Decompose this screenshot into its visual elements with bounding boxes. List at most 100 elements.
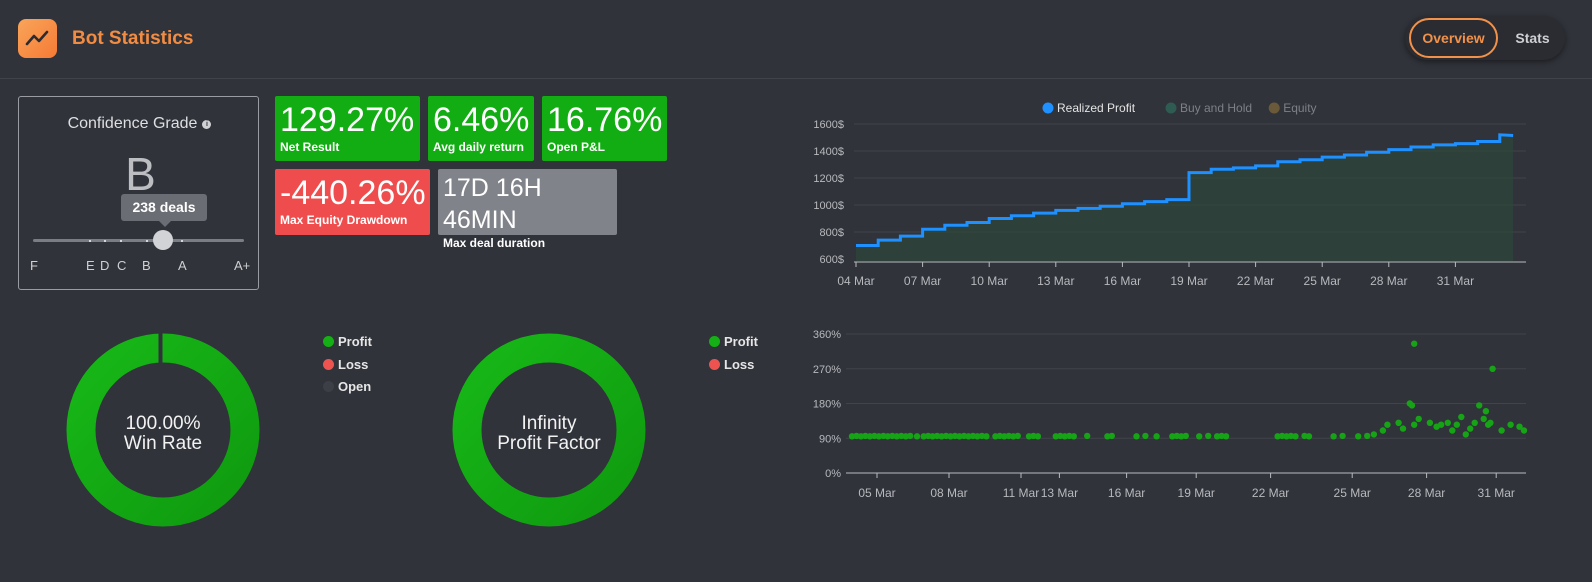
- scatter-point[interactable]: [1384, 421, 1391, 428]
- scatter-point[interactable]: [1395, 419, 1402, 426]
- legend-label[interactable]: Buy and Hold: [1180, 101, 1252, 115]
- avg-daily-return-card: 6.46% Avg daily return: [428, 96, 534, 161]
- legend-profit[interactable]: Profit: [709, 334, 758, 350]
- x-tick-label: 16 Mar: [1108, 486, 1145, 500]
- scatter-point[interactable]: [1482, 408, 1490, 415]
- info-icon[interactable]: i: [202, 120, 212, 129]
- legend-open[interactable]: Open: [323, 379, 371, 395]
- scatter-point[interactable]: [1292, 433, 1299, 440]
- y-tick-label: 0%: [825, 468, 841, 480]
- profit-factor-value: Infinity: [521, 413, 577, 434]
- scatter-point[interactable]: [1133, 433, 1140, 440]
- scatter-point[interactable]: [1462, 431, 1469, 438]
- scatter-point[interactable]: [1476, 402, 1483, 409]
- scatter-point[interactable]: [1034, 433, 1042, 440]
- realized-profit-chart: Realized Profit Buy and Hold Equity 600$ 80…: [813, 101, 1526, 288]
- scatter-point[interactable]: [1339, 432, 1346, 440]
- slider-tick: [104, 240, 106, 242]
- scatter-point[interactable]: [1196, 433, 1203, 440]
- y-tick-label: 360%: [813, 329, 841, 341]
- scatter-point[interactable]: [1142, 432, 1149, 440]
- grade-slider-track: [33, 239, 244, 242]
- x-tick-label: 25 Mar: [1334, 486, 1371, 500]
- grade-label-e: E: [86, 258, 95, 273]
- legend-loss[interactable]: Loss: [709, 357, 754, 373]
- confidence-title-text: Confidence Grade: [67, 115, 198, 132]
- scatter-point[interactable]: [1444, 419, 1451, 426]
- legend-label[interactable]: Realized Profit: [1057, 101, 1136, 115]
- scatter-point[interactable]: [1153, 433, 1160, 440]
- x-tick-label: 25 Mar: [1304, 274, 1341, 288]
- scatter-point[interactable]: [1437, 421, 1445, 428]
- scatter-point[interactable]: [983, 433, 990, 440]
- scatter-point[interactable]: [1498, 427, 1505, 434]
- x-tick-label: 11 Mar: [1003, 486, 1039, 500]
- scatter-point[interactable]: [1489, 365, 1496, 372]
- legend-label[interactable]: Equity: [1283, 101, 1316, 115]
- scatter-point[interactable]: [1084, 432, 1091, 440]
- grade-label-b: B: [142, 258, 151, 273]
- scatter-point[interactable]: [1453, 421, 1460, 428]
- profit-factor-donut: [452, 333, 646, 527]
- legend-label: Loss: [338, 357, 369, 372]
- y-tick-label: 180%: [813, 399, 841, 411]
- y-tick-label: 600$: [820, 254, 844, 266]
- x-axis-ticks: 04 Mar 07 Mar 10 Mar 13 Mar 16 Mar 19 Mar 22 M…: [837, 262, 1474, 288]
- x-tick-label: 08 Mar: [930, 486, 967, 500]
- x-tick-label: 13 Mar: [1041, 486, 1078, 500]
- scatter-point[interactable]: [1379, 427, 1387, 434]
- scatter-point[interactable]: [1411, 421, 1418, 428]
- legend-dot-profit: [323, 336, 334, 347]
- legend-loss[interactable]: Loss: [323, 357, 368, 373]
- profit-factor-ring: [452, 333, 646, 527]
- scatter-point[interactable]: [913, 433, 921, 440]
- grade-label-a-plus: A+: [234, 258, 251, 273]
- slider-tick: [146, 240, 148, 242]
- scatter-point[interactable]: [1205, 432, 1212, 440]
- legend-dot-open: [323, 381, 334, 392]
- legend-profit[interactable]: Profit: [323, 334, 372, 350]
- scatter-point[interactable]: [1487, 419, 1494, 426]
- scatter-point[interactable]: [1449, 427, 1456, 434]
- scatter-point[interactable]: [1330, 433, 1337, 440]
- x-tick-label: 04 Mar: [837, 274, 874, 288]
- scatter-point[interactable]: [1458, 413, 1465, 421]
- scatter-point[interactable]: [1471, 419, 1478, 426]
- scatter-point[interactable]: [1108, 432, 1115, 440]
- scatter-point[interactable]: [1426, 419, 1434, 426]
- grade-slider-thumb[interactable]: [153, 230, 173, 250]
- x-tick-label: 31 Mar: [1478, 486, 1515, 500]
- scatter-point[interactable]: [1408, 402, 1416, 409]
- view-tabs: Overview Stats: [1405, 16, 1565, 60]
- scatter-point[interactable]: [907, 432, 914, 440]
- scatter-point[interactable]: [1305, 433, 1313, 440]
- scatter-point[interactable]: [1364, 432, 1371, 440]
- legend-label: Open: [338, 379, 372, 394]
- x-tick-label: 07 Mar: [904, 274, 941, 288]
- scatter-point[interactable]: [1070, 433, 1077, 440]
- scatter-point[interactable]: [1520, 427, 1528, 434]
- tab-overview[interactable]: Overview: [1409, 18, 1498, 58]
- scatter-point[interactable]: [1411, 340, 1418, 347]
- scatter-point[interactable]: [1370, 431, 1378, 438]
- confidence-grade-card: Confidence Grade i B 238 deals F E D C B …: [18, 96, 259, 290]
- scatter-point[interactable]: [1516, 423, 1523, 430]
- scatter-point[interactable]: [1480, 415, 1487, 423]
- x-axis-ticks: 05 Mar 08 Mar 11 Mar 13 Mar 16 Mar 19 Mar 22 M…: [858, 473, 1515, 500]
- grade-label-c: C: [117, 258, 127, 273]
- scatter-point[interactable]: [1014, 432, 1021, 440]
- grade-label-d: D: [100, 258, 110, 273]
- slider-tick: [89, 240, 91, 242]
- scatter-point[interactable]: [1399, 425, 1407, 432]
- scatter-point[interactable]: [1507, 421, 1514, 428]
- tab-stats[interactable]: Stats: [1515, 30, 1550, 46]
- max-equity-drawdown-card: -440.26% Max Equity Drawdown: [275, 169, 430, 235]
- slider-tick: [181, 240, 183, 242]
- x-tick-label: 28 Mar: [1370, 274, 1407, 288]
- scatter-point[interactable]: [1182, 432, 1189, 440]
- scatter-point[interactable]: [1222, 433, 1230, 440]
- scatter-point[interactable]: [1415, 415, 1422, 423]
- scatter-point[interactable]: [1355, 433, 1362, 440]
- scatter-point[interactable]: [1467, 425, 1474, 432]
- trend-line-icon: [18, 19, 57, 58]
